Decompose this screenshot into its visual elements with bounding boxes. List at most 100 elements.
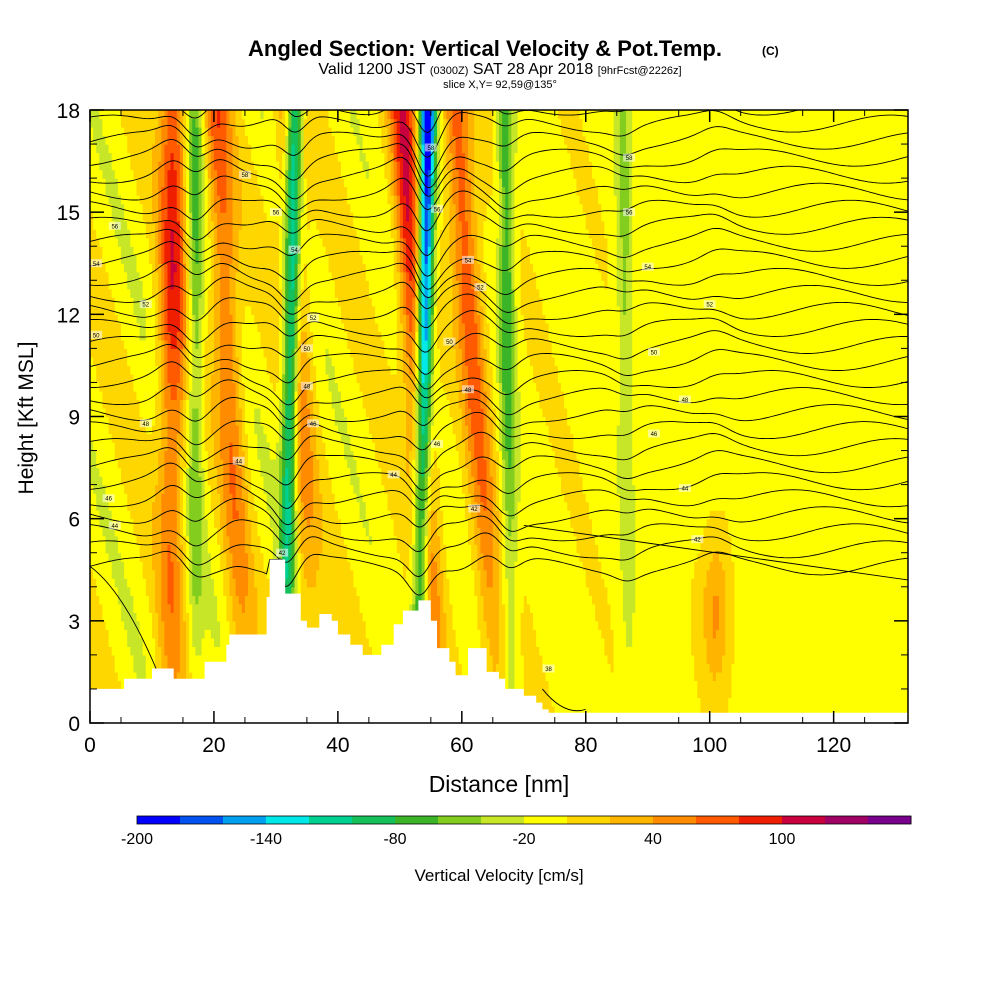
velocity-cell [492,407,497,460]
velocity-cell [718,510,723,562]
velocity-cell [595,544,599,622]
velocity-cell [489,476,494,588]
velocity-cell [235,425,240,511]
velocity-cell [204,110,209,128]
velocity-cell [182,263,187,349]
velocity-cell [108,152,113,205]
pot-temp-label-bg [468,504,481,513]
velocity-cell [297,178,302,264]
velocity-cell [105,144,110,196]
velocity-cell [409,373,413,452]
x-tick-label: 100 [692,734,727,757]
velocity-cell [130,169,134,247]
velocity-cell [322,442,327,630]
y-tick-label: 6 [68,509,80,532]
velocity-cell [133,254,138,315]
velocity-cell [90,356,94,443]
velocity-cell [598,561,602,630]
velocity-cell [421,476,426,520]
velocity-cell [232,110,237,384]
velocity-cell [102,407,107,486]
velocity-cell [440,110,444,230]
velocity-cell [127,510,131,588]
velocity-cell [229,552,234,596]
velocity-cell [626,646,630,723]
velocity-cell [539,110,543,298]
velocity-cell [421,382,426,435]
velocity-cell [350,450,354,486]
velocity-cell [282,212,286,375]
velocity-cell [93,365,97,452]
velocity-cell [316,399,320,460]
velocity-cell [120,484,125,562]
velocity-cell [827,110,832,723]
velocity-cell [396,110,401,162]
velocity-cell [861,110,866,723]
velocity-cell [309,110,314,222]
velocity-cell [461,493,466,682]
velocity-cell [406,271,410,315]
velocity-cell [406,314,410,358]
velocity-cell [139,561,144,639]
velocity-cell [120,203,125,264]
velocity-cell [353,135,358,230]
velocity-cell [375,110,379,324]
velocity-cell [495,450,500,511]
velocity-cell [399,110,404,154]
velocity-cell [604,586,609,656]
velocity-cell [300,552,305,630]
velocity-cell [499,178,503,247]
velocity-cell [458,407,463,469]
velocity-cell [124,220,128,273]
velocity-cell [269,110,274,222]
velocity-cell [502,510,506,605]
velocity-cell [511,110,516,290]
velocity-cell [616,110,621,307]
velocity-cell [384,110,389,128]
velocity-cell [505,578,509,723]
colorbar-swatch [739,816,783,824]
velocity-cell [229,595,234,647]
velocity-cell [725,110,729,520]
velocity-cell [650,110,655,723]
colorbar-tick-label: 40 [644,831,662,848]
velocity-cell [350,356,354,452]
velocity-cell [173,348,178,401]
velocity-cell [486,203,491,324]
velocity-cell [244,305,249,435]
velocity-cell [722,654,726,723]
velocity-cell [300,110,305,213]
velocity-cell [703,527,708,588]
velocity-cell [455,450,460,647]
velocity-cell [390,152,395,196]
velocity-cell [483,569,488,622]
pot-temp-label-text: 48 [142,422,149,428]
velocity-cell [514,305,519,562]
velocity-cell [96,595,100,723]
chart-title: Angled Section: Vertical Velocity & Pot.… [248,36,722,61]
velocity-cell [120,110,125,128]
velocity-cell [427,476,432,511]
pot-temp-label: 58 [238,170,251,179]
velocity-cell [579,561,584,723]
pot-temp-label: 42 [276,548,289,557]
velocity-cell [520,229,525,315]
velocity-cell [275,110,280,162]
velocity-cell [508,467,512,537]
y-tick-label: 0 [68,713,80,736]
velocity-cell [495,161,500,239]
pot-temp-label-bg [542,664,555,673]
velocity-cell [567,110,571,154]
velocity-cell [226,535,231,571]
velocity-cell [145,595,150,682]
velocity-cell [260,195,265,349]
colorbar-tick-label: 100 [769,831,796,848]
velocity-cell [195,127,200,264]
velocity-cell [560,135,565,392]
velocity-cell [486,110,491,205]
velocity-cell [626,254,630,647]
velocity-cell [626,152,630,256]
terrain [90,559,908,723]
velocity-cell [198,110,203,128]
